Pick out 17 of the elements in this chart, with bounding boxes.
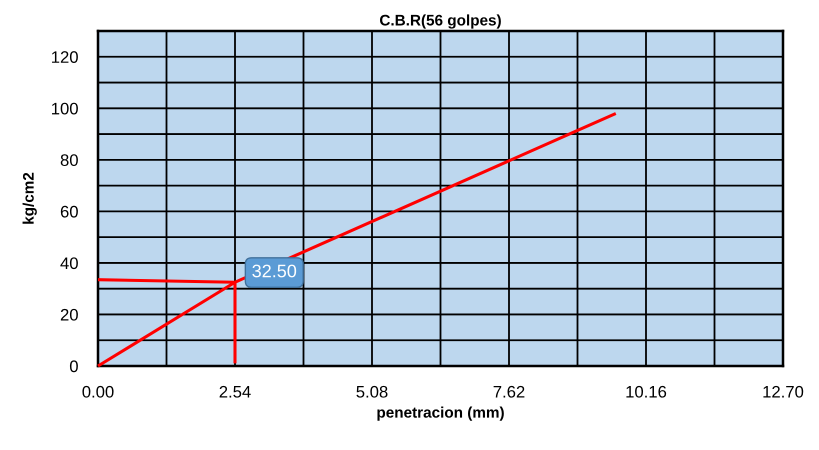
- annotation: 32.50: [252, 264, 296, 278]
- x-tick-label: 12.70: [763, 386, 804, 398]
- y-tick-label: 60: [60, 206, 78, 218]
- x-tick-label: 10.16: [626, 386, 666, 398]
- y-tick-label: 120: [52, 51, 78, 63]
- y-axis-title: kg/cm2: [22, 172, 37, 224]
- chart-title: C.B.R(56 golpes): [380, 14, 501, 29]
- x-tick-label: 2.54: [220, 386, 251, 398]
- y-tick-label: 100: [52, 102, 78, 115]
- x-axis-title: penetracion (mm): [377, 406, 504, 421]
- x-tick-label: 7.62: [494, 386, 524, 398]
- y-tick-label: 0: [70, 360, 78, 372]
- x-tick-label: 0.00: [82, 386, 114, 398]
- x-tick-label: 5.08: [356, 386, 388, 398]
- y-tick-label: 40: [60, 257, 78, 270]
- y-tick-label: 20: [60, 308, 78, 321]
- y-tick-label: 80: [60, 154, 78, 166]
